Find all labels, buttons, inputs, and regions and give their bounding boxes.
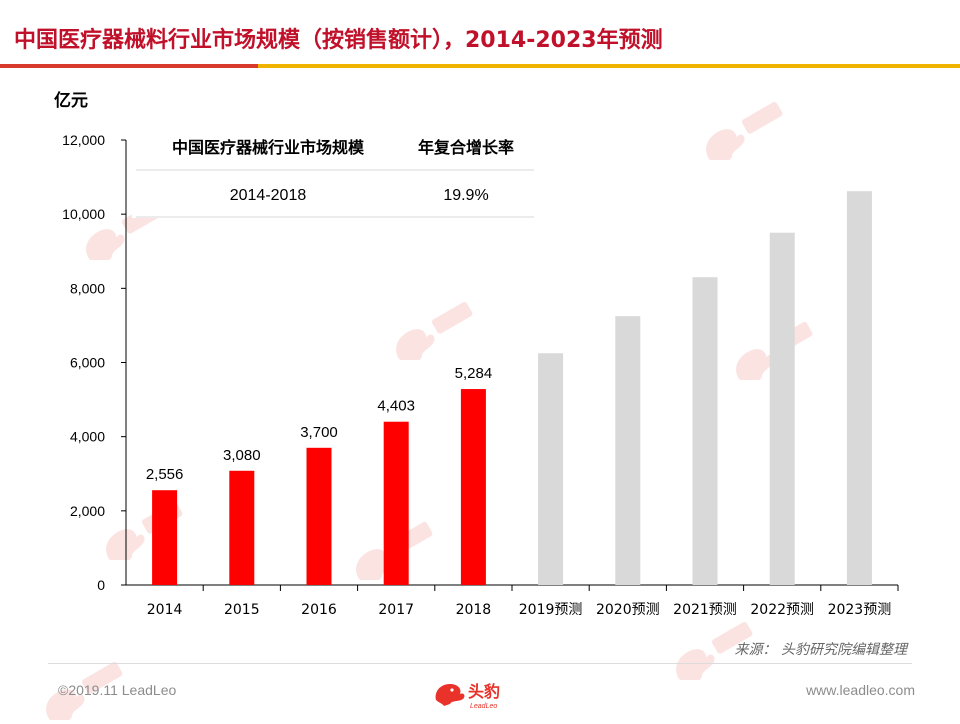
y-tick-label: 6,000 [70, 355, 105, 371]
y-tick-label: 0 [97, 577, 105, 593]
y-tick-label: 2,000 [70, 503, 105, 519]
leadleo-logo: 头豹 LeadLeo [435, 682, 500, 710]
y-tick-label: 12,000 [62, 132, 105, 148]
cagr-table-cell: 19.9% [443, 187, 488, 204]
logo-subtext: LeadLeo [470, 703, 497, 710]
y-tick-label: 4,000 [70, 429, 105, 445]
x-tick-label: 2022预测 [750, 602, 814, 618]
y-tick-label: 8,000 [70, 280, 105, 296]
cagr-table-header: 中国医疗器械行业市场规模 [172, 138, 365, 157]
leopard-logo-icon [435, 684, 465, 706]
source-note: 来源： 头豹研究院编辑整理 [734, 642, 907, 658]
bar-2020预测 [615, 316, 641, 585]
bar-2019预测 [538, 353, 564, 585]
bar-2016 [306, 447, 332, 585]
page-title: 中国医疗器械料行业市场规模（按销售额计），2014-2023年预测 [14, 28, 663, 53]
x-tick-label: 2014 [147, 602, 183, 618]
bar-2022预测 [769, 232, 795, 586]
x-tick-label: 2016 [301, 602, 337, 618]
cagr-table-header: 年复合增长率 [418, 138, 514, 157]
y-axis-unit-label: 亿元 [54, 90, 88, 111]
bar-data-label: 2,556 [146, 466, 184, 483]
cagr-table-cell: 2014-2018 [230, 187, 307, 204]
watermark-logo [30, 660, 140, 724]
bar-2021预测 [692, 277, 718, 585]
bar-data-label: 4,403 [377, 398, 415, 415]
x-tick-label: 2015 [224, 602, 260, 618]
x-tick-label: 2018 [456, 602, 492, 618]
bar-2017 [383, 421, 409, 585]
bar-data-label: 3,080 [223, 447, 261, 464]
watermark-logo [690, 100, 800, 165]
watermark-logo [660, 620, 770, 685]
x-tick-label: 2023预测 [828, 602, 892, 618]
x-tick-label: 2020预测 [596, 602, 660, 618]
x-tick-label: 2017 [378, 602, 414, 618]
footer-divider [48, 663, 912, 664]
title-underline-red [0, 64, 258, 68]
bar-data-label: 3,700 [300, 424, 338, 441]
y-tick-label: 10,000 [62, 206, 105, 222]
copyright-text: ©2019.11 LeadLeo [58, 682, 177, 698]
x-tick-label: 2019预测 [519, 602, 583, 618]
logo-wordmark: 头豹 [468, 682, 500, 701]
bar-2023预测 [846, 191, 872, 586]
bar-2014 [152, 490, 178, 585]
watermark-logo [380, 300, 490, 365]
x-tick-label: 2021预测 [673, 602, 737, 618]
bar-2018 [460, 389, 486, 585]
website-url: www.leadleo.com [806, 682, 915, 698]
bar-data-label: 5,284 [455, 365, 493, 382]
cagr-table-background [132, 124, 536, 218]
title-underline-yellow [258, 64, 960, 68]
bar-2015 [229, 470, 255, 585]
